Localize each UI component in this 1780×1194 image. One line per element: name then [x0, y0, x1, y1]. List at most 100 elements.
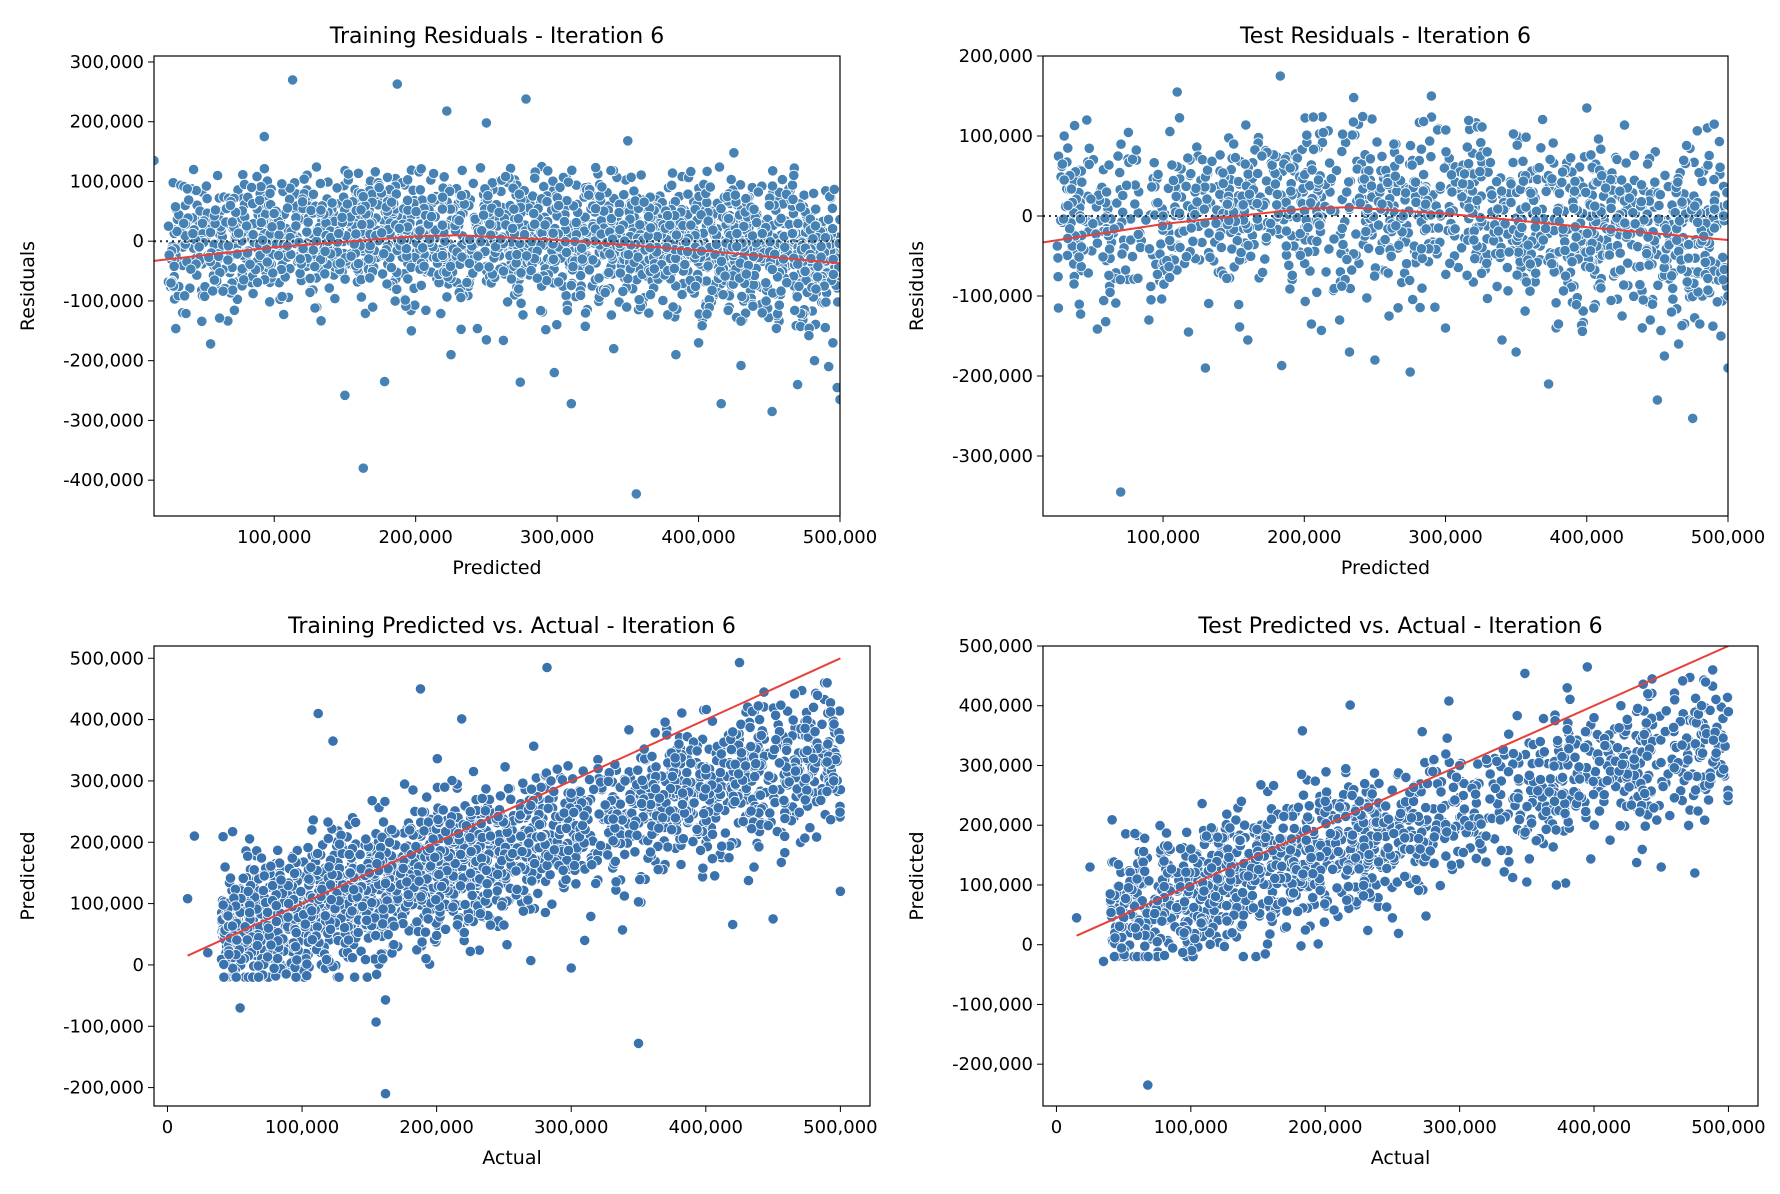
x-tick-label: 300,000 [1408, 527, 1482, 548]
data-point [369, 166, 381, 178]
data-point [1337, 238, 1349, 251]
data-point [272, 844, 284, 856]
data-point [788, 688, 801, 700]
data-point [1306, 164, 1318, 176]
data-point [618, 189, 630, 201]
data-point [200, 180, 212, 192]
data-point [246, 181, 258, 193]
data-point [642, 211, 655, 223]
data-point [1618, 279, 1630, 291]
data-point [622, 249, 634, 261]
data-point [1708, 222, 1721, 234]
data-point [738, 220, 750, 232]
data-point [1659, 253, 1671, 265]
data-point [766, 263, 778, 275]
data-point [827, 268, 839, 280]
data-point [648, 263, 660, 275]
data-point [456, 713, 468, 725]
data-point [497, 265, 509, 277]
data-point [417, 242, 429, 254]
data-point [546, 898, 558, 910]
data-point [217, 831, 229, 843]
data-point [1673, 338, 1685, 350]
x-tick-label: 500,000 [1691, 527, 1765, 548]
data-point [1166, 159, 1178, 171]
data-point [485, 229, 497, 241]
data-point [1305, 318, 1318, 330]
data-point [552, 276, 565, 288]
data-point [311, 847, 324, 860]
data-point [227, 284, 239, 296]
data-point [461, 276, 473, 289]
data-point [1672, 176, 1684, 188]
data-point [731, 227, 743, 240]
data-point [1691, 125, 1703, 137]
data-point [811, 271, 824, 283]
data-point [1369, 270, 1381, 282]
data-point [1574, 161, 1586, 173]
data-point [1114, 167, 1126, 179]
data-point [1535, 142, 1547, 154]
data-point [1461, 141, 1473, 153]
data-point [1722, 362, 1728, 374]
data-point [740, 268, 752, 280]
data-point [1698, 230, 1710, 242]
plot-area [182, 656, 847, 1100]
data-point [574, 269, 587, 282]
data-point [1233, 298, 1245, 311]
chart-title: Training Residuals - Iteration 6 [329, 24, 664, 49]
data-point [456, 164, 468, 176]
data-point [1546, 173, 1558, 185]
data-point [826, 223, 839, 235]
data-point [1507, 156, 1519, 169]
plot-area [154, 74, 840, 500]
data-point [1628, 290, 1640, 302]
data-point [1307, 111, 1319, 123]
data-point [1252, 167, 1264, 180]
data-point [775, 285, 787, 297]
data-point [196, 217, 209, 229]
data-point [1511, 269, 1523, 281]
data-point [1560, 270, 1572, 282]
data-point [1157, 220, 1169, 232]
data-point [804, 822, 816, 834]
data-point [1569, 175, 1581, 188]
data-point [649, 727, 661, 739]
data-point [1269, 178, 1282, 190]
data-point [1537, 234, 1549, 246]
data-point [810, 831, 823, 843]
data-point [1540, 222, 1552, 235]
data-point [679, 258, 691, 271]
data-point [1284, 162, 1296, 174]
data-point [1429, 301, 1441, 313]
data-point [1383, 310, 1395, 322]
data-point [803, 329, 815, 342]
data-point [1458, 168, 1471, 180]
data-point [831, 382, 840, 394]
data-point [1203, 297, 1215, 310]
data-point [357, 191, 369, 203]
data-point [336, 211, 348, 223]
data-point [1475, 137, 1487, 149]
data-point [791, 291, 803, 303]
data-point [760, 295, 772, 307]
data-point [376, 227, 388, 239]
data-point [373, 182, 385, 194]
data-point [455, 323, 467, 335]
data-point [667, 301, 679, 313]
data-point [1182, 152, 1194, 164]
data-point [535, 304, 547, 317]
data-point [254, 194, 266, 206]
data-point [1364, 153, 1377, 165]
data-point [1336, 145, 1348, 158]
data-point [1491, 280, 1503, 292]
data-point [1667, 282, 1679, 294]
data-point [515, 297, 527, 309]
data-point [228, 304, 240, 316]
data-point [570, 216, 582, 229]
data-point [1420, 198, 1432, 210]
data-point [1681, 276, 1693, 288]
data-point [833, 237, 840, 249]
data-point [181, 183, 193, 195]
data-point [722, 212, 735, 225]
